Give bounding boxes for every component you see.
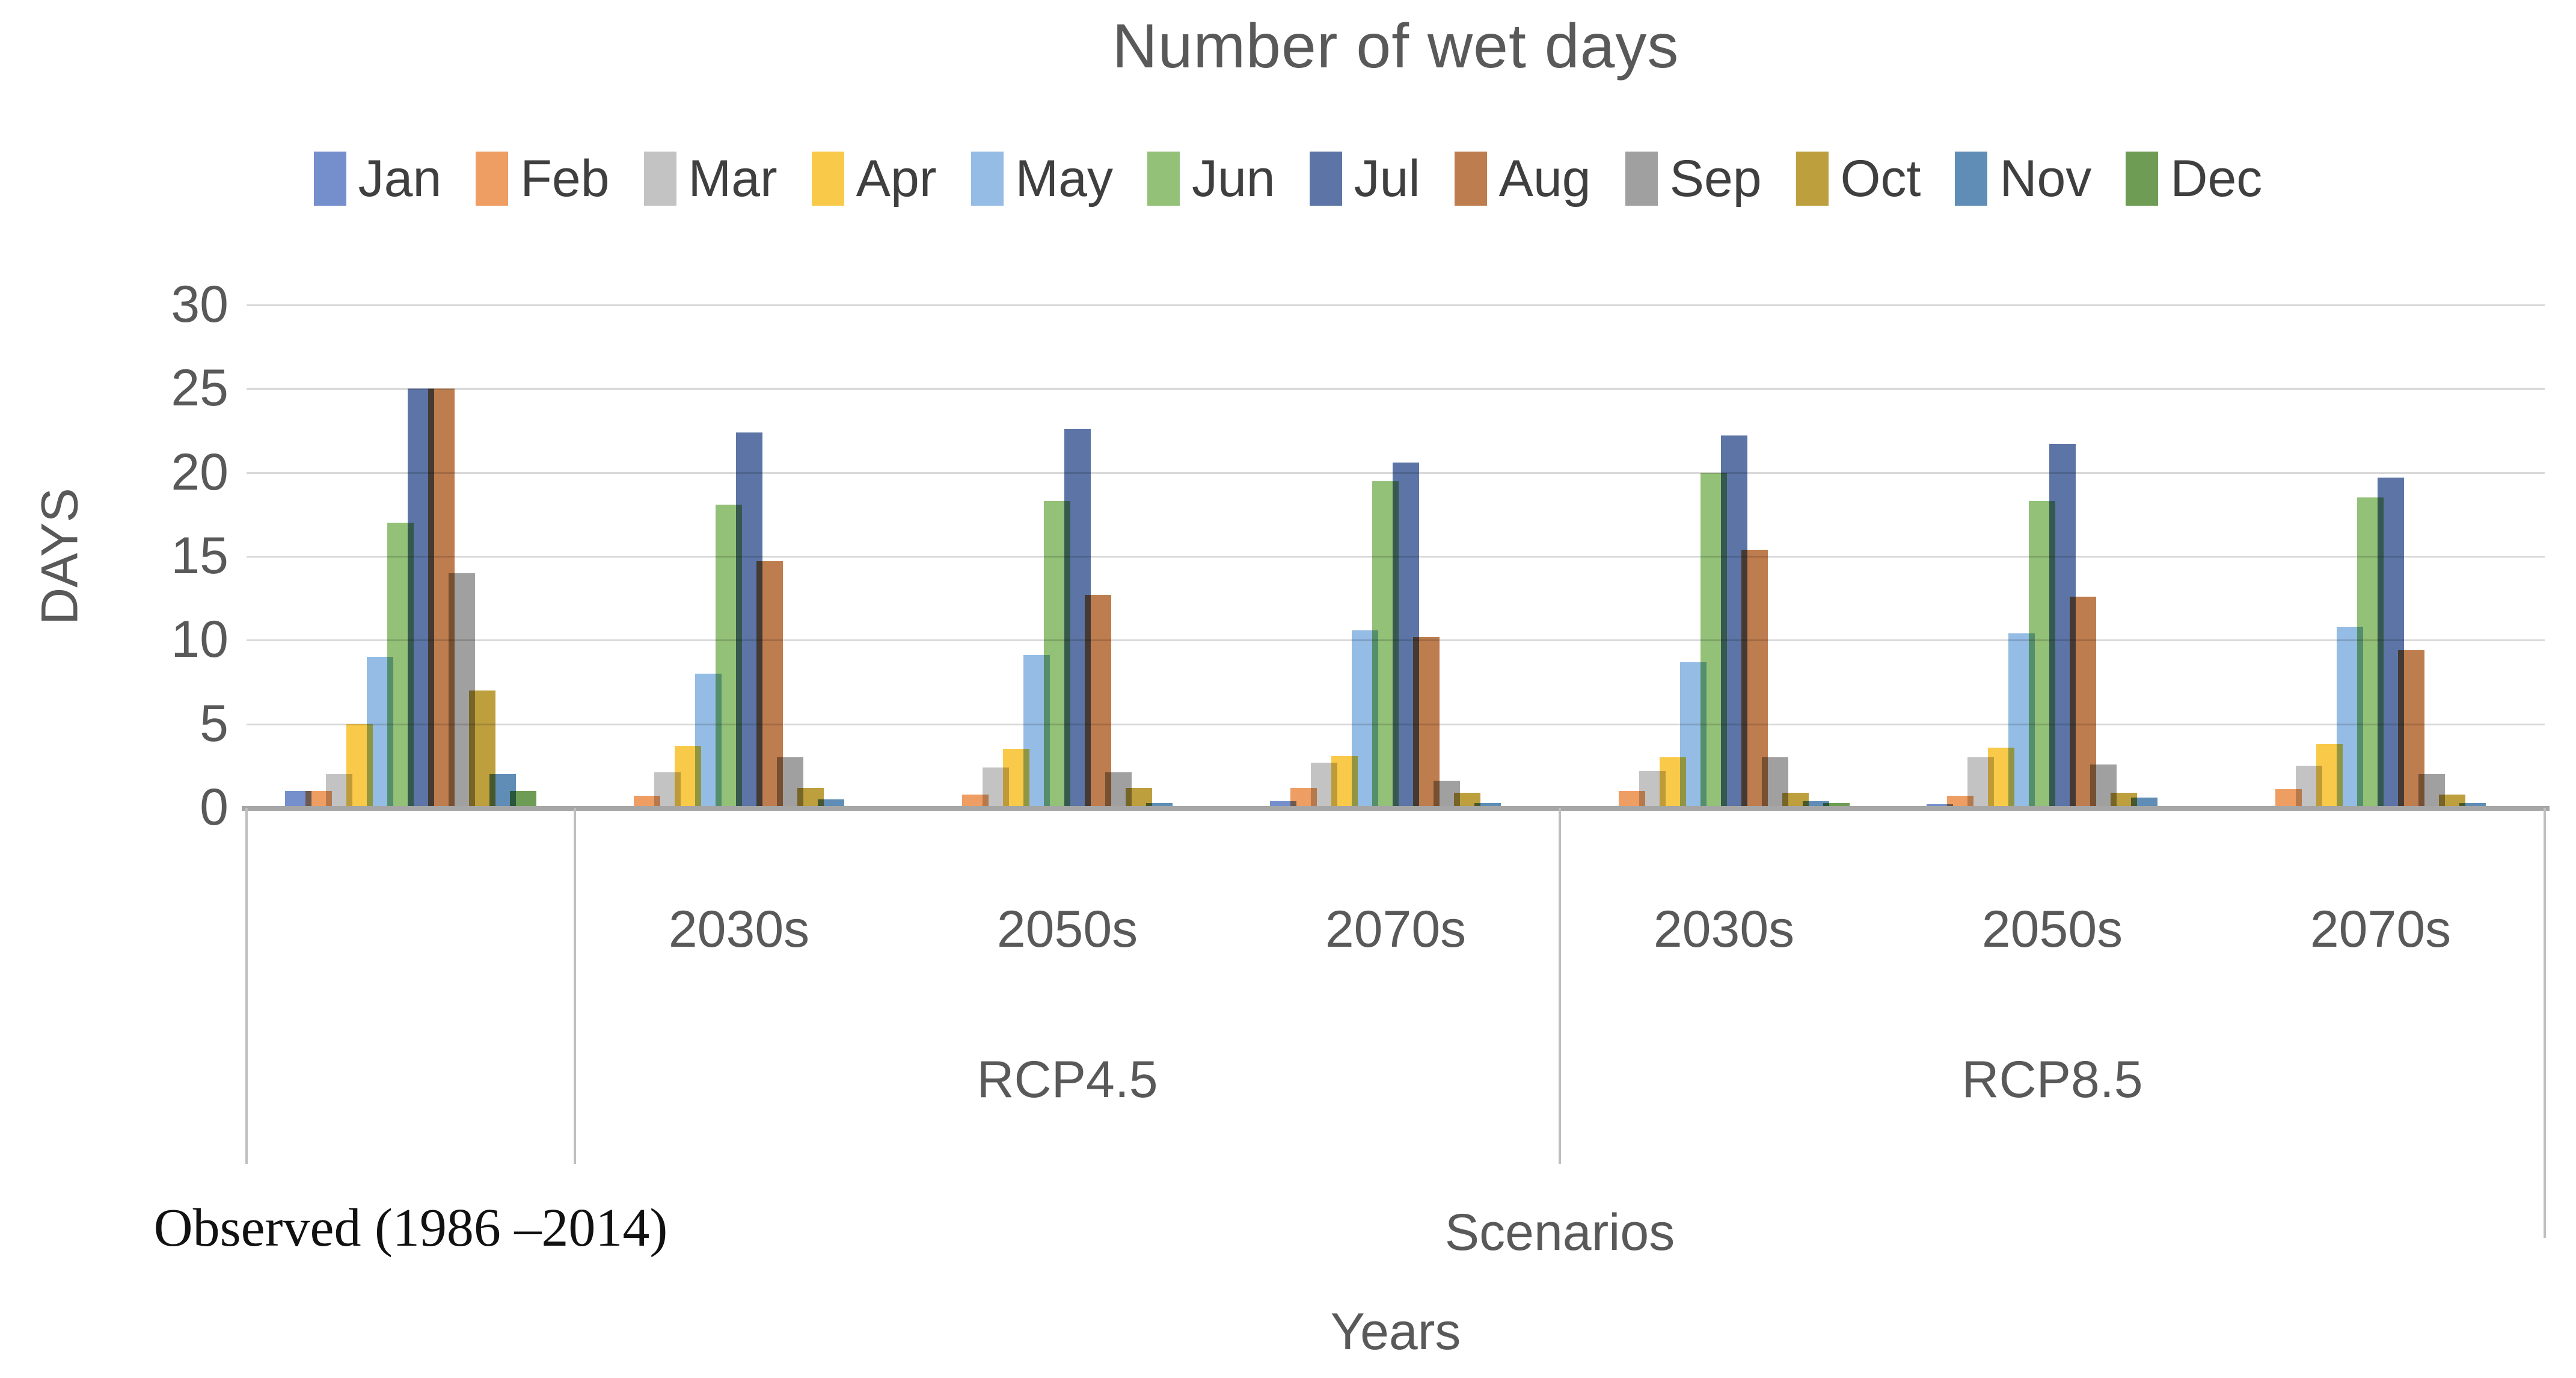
bar-nov-group3 [1146,802,1173,808]
scenario-label-rcp4.5: RCP4.5 [977,1051,1158,1109]
legend-item-mar: Mar [643,150,777,208]
category-separator-3 [1559,808,1561,1164]
bar-aug-group3 [1085,595,1111,808]
legend-label-oct: Oct [1840,150,1921,208]
bar-feb-group2 [634,796,660,808]
observed-category-label: Observed (1986 –2014) [153,1198,668,1258]
legend-item-jul: Jul [1309,150,1420,208]
bar-feb-group6 [1947,796,1973,808]
x-axis-title: Years [1330,1303,1461,1361]
year-label-group2: 2030s [668,900,810,958]
bar-dec-group5 [1823,802,1850,808]
y-tick-label-15: 15 [171,527,228,585]
legend-label-may: May [1015,150,1113,208]
bar-nov-group2 [818,799,844,808]
bar-jan-group4 [1270,801,1296,808]
year-label-group4: 2070s [1325,900,1467,958]
x-axis-line [242,806,2550,811]
y-tick-label-25: 25 [171,359,228,417]
legend-swatch-mar-icon [643,152,676,206]
category-separator-2 [574,808,576,1164]
y-tick-label-20: 20 [171,443,228,501]
legend-item-sep: Sep [1625,152,1762,206]
category-separator-4 [2544,808,2546,1238]
legend-item-oct: Oct [1796,152,1921,206]
year-label-group5: 2030s [1653,900,1795,958]
bar-aug-group4 [1413,636,1440,808]
chart-title: Number of wet days [1112,11,1679,81]
legend-item-may: May [971,152,1113,206]
legend-item-feb: Feb [476,150,610,208]
legend-label-jun: Jun [1191,150,1275,208]
legend-item-nov: Nov [1955,152,2091,206]
scenario-axis-title: Scenarios [1444,1204,1675,1261]
legend-label-aug: Aug [1498,150,1591,208]
bar-oct-group7 [2439,794,2465,808]
legend-label-jan: Jan [358,150,442,208]
gridline-30 [247,304,2545,306]
legend-swatch-dec-icon [2126,152,2159,206]
legend-swatch-sep-icon [1625,152,1658,206]
y-tick-label-5: 5 [200,694,228,752]
chart-legend: Jan Feb Mar Apr May Jun Jul Aug Sep Oct Nov Dec [0,152,2576,206]
bar-nov-group5 [1803,801,1829,808]
year-label-group6: 2050s [1981,900,2123,958]
bar-nov-group7 [2459,802,2486,808]
legend-item-jun: Jun [1147,152,1275,206]
y-axis-title: DAYS [31,488,89,625]
legend-swatch-jun-icon [1147,152,1180,206]
legend-swatch-nov-icon [1955,152,1988,206]
bar-nov-group4 [1474,802,1501,808]
legend-swatch-aug-icon [1454,152,1487,206]
legend-item-aug: Aug [1454,150,1591,208]
year-label-group3: 2050s [996,900,1138,958]
bar-dec-group1 [510,791,536,808]
legend-item-jan: Jan [313,150,442,208]
category-separator-1 [245,808,248,1164]
legend-swatch-oct-icon [1796,152,1829,206]
legend-swatch-jul-icon [1309,152,1342,206]
legend-label-jul: Jul [1354,150,1420,208]
legend-swatch-jan-icon [313,152,346,206]
legend-item-apr: Apr [811,150,937,208]
legend-label-dec: Dec [2170,150,2263,208]
year-label-group7: 2070s [2310,900,2452,958]
legend-label-sep: Sep [1669,150,1762,208]
y-tick-label-0: 0 [200,778,228,836]
legend-swatch-may-icon [971,152,1004,206]
legend-label-nov: Nov [1999,150,2092,208]
bar-nov-group6 [2131,798,2157,808]
legend-label-apr: Apr [856,150,937,208]
scenario-label-rcp8.5: RCP8.5 [1961,1051,2143,1109]
legend-label-feb: Feb [520,150,610,208]
gridline-25 [247,388,2545,390]
legend-swatch-apr-icon [811,152,844,206]
legend-label-mar: Mar [688,150,777,208]
y-tick-label-10: 10 [171,611,228,669]
bar-feb-group3 [962,794,989,808]
y-tick-label-30: 30 [171,275,228,333]
legend-swatch-feb-icon [476,152,509,206]
legend-item-dec: Dec [2126,152,2262,206]
